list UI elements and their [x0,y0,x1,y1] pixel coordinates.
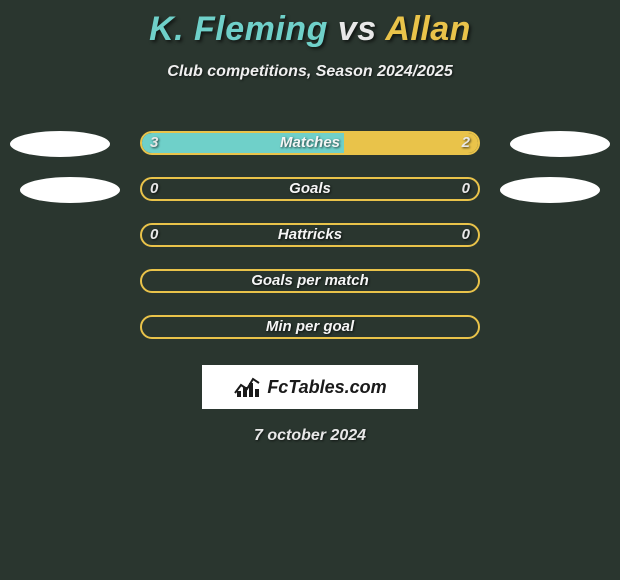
stat-row: Goals per match [0,259,620,305]
stat-bar-fill-b [344,133,478,153]
stat-bar [140,269,480,293]
player-a-chip [20,177,120,203]
bar-chart-icon [233,375,263,399]
stat-bar [140,131,480,155]
logo-text: FcTables.com [267,377,386,398]
stat-bar [140,223,480,247]
player-b-chip [500,177,600,203]
title-player-a: K. Fleming [149,10,328,48]
stat-row: 3 Matches 2 [0,121,620,167]
subtitle: Club competitions, Season 2024/2025 [0,63,620,81]
stat-bar [140,177,480,201]
player-b-chip [510,131,610,157]
stat-row: 0 Hattricks 0 [0,213,620,259]
title-player-b: Allan [385,10,471,48]
stat-bar-fill-a [142,133,344,153]
comparison-infographic: K. Fleming vs Allan Club competitions, S… [0,0,620,580]
stat-row: 0 Goals 0 [0,167,620,213]
fctables-logo: FcTables.com [202,365,418,409]
stat-bar [140,315,480,339]
stat-row: Min per goal [0,305,620,351]
player-a-chip [10,131,110,157]
title-vs: vs [328,10,385,48]
page-title: K. Fleming vs Allan [0,0,620,49]
date: 7 october 2024 [0,427,620,445]
stats-area: 3 Matches 2 0 Goals 0 0 Hattricks 0 [0,121,620,351]
